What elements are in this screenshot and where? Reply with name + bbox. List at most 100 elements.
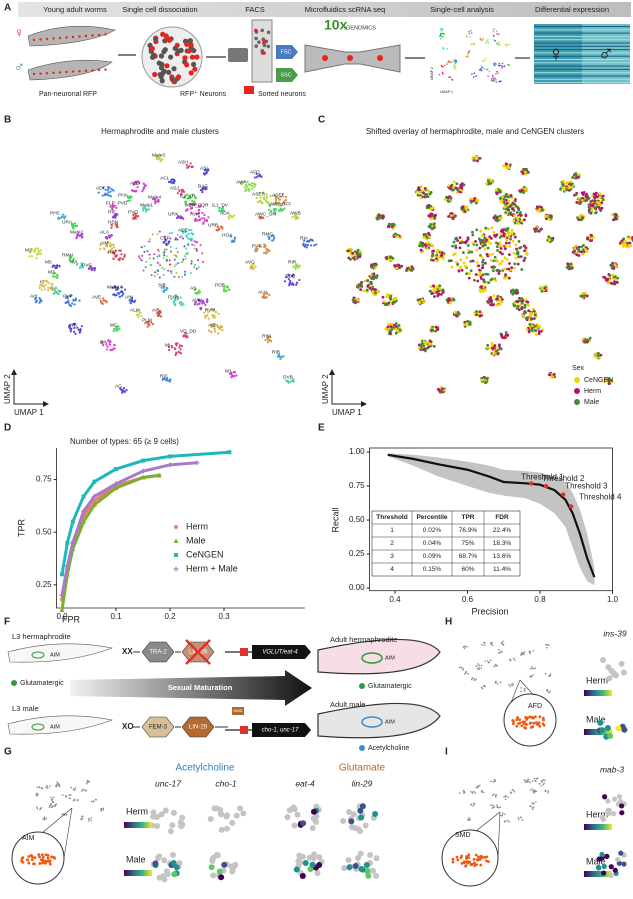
cell-dot [498,250,502,254]
cell-dot [65,301,68,304]
cell-dot [512,290,516,293]
cluster-label: URX [168,211,179,217]
cell-dot [341,865,348,872]
cell-dot [475,243,479,247]
cell-dot [534,667,537,669]
de-stripe [534,29,630,31]
cell-dot [467,276,471,280]
cell-dot [38,297,41,300]
cell-dot [170,181,173,184]
gene-label: eat-4 [295,778,315,788]
cell-dot [419,344,423,348]
cell-dot [596,195,599,199]
cell-dot [512,682,514,685]
cell-dot [58,784,61,787]
cell-dot [146,250,149,253]
cell-dot [587,203,591,207]
cell-dot [99,247,102,251]
cluster-label: PHA [118,192,129,198]
cell-dot [163,268,166,271]
cell-dot [575,201,579,204]
cell-dot [386,329,390,332]
cell-dot [394,322,398,325]
cell-dot [171,871,178,878]
cell-dot [27,861,31,865]
cell-dot [495,297,499,301]
cell-dot [172,301,175,304]
cell-dot [470,803,473,806]
cell-dot [602,275,605,279]
cell-dot [244,183,247,187]
cell-dot [482,38,484,40]
cell-dot [495,233,499,237]
facs-nozzle [228,48,248,62]
cell-dot [506,64,509,66]
cell-dot [65,795,68,798]
cell-dot [274,195,278,199]
cell-dot [175,247,178,250]
cell-dot [523,256,527,260]
cell-dot [548,691,550,694]
cell-dot [181,261,184,264]
cell-dot [143,184,146,187]
cell-dot [352,862,359,869]
cell-dot [358,250,362,253]
cell-dot [119,257,122,260]
cell-dot [80,790,83,792]
cluster-label: M1 [225,368,232,374]
cluster-label: Male1 [140,202,153,208]
cell-dot [475,75,477,77]
cell-dot [36,247,40,250]
cell-dot [173,265,176,268]
cell-dot [476,668,479,670]
cell-dot [217,226,220,229]
cell-dot [69,327,72,331]
glut-dot [359,683,365,689]
cell-dot [515,718,519,722]
cell-dot [545,644,547,646]
cell-dot [462,183,466,187]
cell-dot [460,184,464,188]
cell-dot [427,189,431,193]
cell-dot [41,855,45,859]
cell-dot [504,273,508,277]
cell-dot [172,182,175,185]
cell-dot [588,239,592,242]
label: UMAP 1 [440,90,453,94]
cell-dot [243,186,246,189]
sex-symbol: ♂ [14,59,25,75]
cell-dot [592,236,595,239]
cell-dot [497,272,501,275]
cell-dot [109,249,113,252]
cell-dot [419,185,423,189]
cell-dot [593,195,596,199]
cell-dot [501,812,504,814]
cell-dot [513,304,517,308]
table-header: Percentile [416,514,447,521]
cell-dot [357,299,361,303]
cell-dot [442,72,444,75]
cell-dot [183,245,186,248]
cell-dot [521,819,524,821]
cell-dot [309,824,316,831]
rfp-dot [39,72,42,75]
cell-dot [467,853,471,857]
cell-dot [530,675,533,678]
cell-dot [88,819,90,822]
cell-dot [91,266,94,270]
cell-dot [508,262,511,265]
cell-dot [101,344,105,347]
cell-dot [71,226,74,229]
label: FSC [281,49,292,55]
cell-dot [612,218,615,222]
cell-dot [159,311,162,314]
cell-dot [162,274,165,277]
de-stripe [534,49,630,51]
cell-dot [58,290,61,293]
de-stripe [534,42,630,44]
cell-dot [207,216,210,219]
cell-dot [201,187,204,191]
cell-dot [382,215,385,219]
cell-dot [488,70,490,73]
cell-dot [483,288,487,292]
